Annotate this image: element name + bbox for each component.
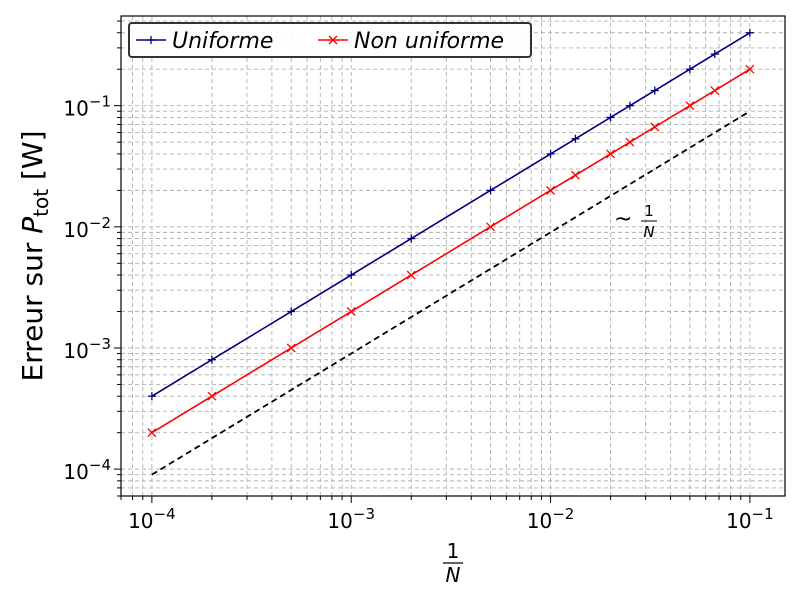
data-point-non-uniforme (685, 101, 695, 111)
legend-marker-uniforme (147, 36, 155, 44)
x-marker-b (286, 343, 296, 353)
x-axis-title: 1 N (443, 539, 463, 587)
y-tick-label: 10−2 (63, 214, 111, 242)
y-axis-title: Erreur sur Ptot [W] (16, 131, 53, 382)
data-point-non-uniforme (346, 307, 356, 316)
data-point-uniforme (207, 355, 216, 364)
legend-marker-non-uniforme (328, 35, 338, 45)
data-point-non-uniforme (286, 343, 296, 353)
data-point-non-uniforme (625, 137, 635, 147)
y-axis-title-subscript: tot (29, 189, 53, 217)
x-marker-b (745, 64, 755, 74)
data-point-non-uniforme (406, 270, 416, 280)
data-point-non-uniforme (570, 170, 580, 180)
x-tick-label: 10−3 (327, 505, 375, 533)
legend: Uniforme Non uniforme (128, 22, 532, 58)
x-axis-title-numerator: 1 (447, 539, 460, 563)
legend-marker (147, 36, 155, 44)
grid (120, 16, 785, 497)
legend-label-non-uniforme: Non uniforme (354, 29, 504, 54)
series-line-uniforme (151, 32, 751, 397)
data-point-non-uniforme (147, 428, 157, 438)
x-marker-b (207, 391, 217, 401)
annotation-numerator: 1 (644, 202, 654, 220)
data-point-uniforme (347, 271, 356, 280)
reference-line (151, 110, 751, 476)
annotation-denominator: N (643, 223, 654, 241)
data-point-uniforme (650, 86, 659, 95)
data-point-non-uniforme (546, 185, 556, 195)
data-point-uniforme (287, 307, 296, 316)
data-point-uniforme (546, 149, 555, 158)
x-axis-title-denominator: N (446, 563, 461, 587)
x-marker-b (147, 428, 157, 438)
y-tick-label: 10−3 (63, 335, 111, 363)
data-point-non-uniforme (486, 222, 496, 232)
data-point-uniforme (571, 134, 580, 143)
x-marker-b (710, 86, 720, 96)
data-point-uniforme (606, 113, 615, 122)
x-tick-label: 10−2 (527, 505, 575, 533)
data-point-uniforme (407, 234, 416, 243)
y-axis-title-unit: [W] (16, 131, 49, 189)
x-marker-b (625, 137, 635, 147)
data-point-uniforme (745, 28, 754, 37)
x-tick-label: 10−1 (726, 505, 774, 533)
data-point-uniforme (625, 101, 634, 110)
data-point-non-uniforme (606, 149, 616, 159)
y-axis-title-symbol: P (16, 217, 49, 234)
x-marker-b (570, 170, 580, 180)
annotation-tilde: ~ (614, 207, 632, 232)
data-point-uniforme (147, 392, 156, 401)
data-point-uniforme (685, 65, 694, 74)
y-axis-title-main: Erreur sur (16, 234, 49, 382)
y-tick-label: 10−1 (63, 93, 111, 121)
series-group (147, 28, 755, 476)
slope-annotation: ~ 1 N (614, 202, 657, 241)
x-marker-b (486, 222, 496, 232)
x-tick-label: 10−4 (128, 505, 176, 533)
plot-frame (120, 15, 786, 497)
data-point-non-uniforme (207, 391, 217, 401)
x-marker-b (406, 270, 416, 280)
legend-marker (328, 35, 338, 45)
x-marker-b (546, 185, 556, 195)
data-point-uniforme (486, 186, 495, 195)
x-marker-b (606, 149, 616, 159)
x-marker-b (328, 35, 338, 45)
data-point-non-uniforme (650, 122, 660, 132)
data-point-uniforme (710, 50, 719, 59)
x-marker-b (650, 122, 660, 132)
data-point-non-uniforme (710, 86, 720, 96)
x-marker-b (685, 101, 695, 111)
axes-ticks: 10−4 10−3 10−2 10−1 10−4 10−3 10−2 10−1 (63, 20, 774, 533)
y-tick-label: 10−4 (63, 456, 111, 484)
series-line-non-uniforme (151, 68, 751, 434)
data-point-non-uniforme (745, 64, 755, 74)
x-marker-b (346, 307, 356, 316)
legend-label-uniforme: Uniforme (172, 29, 273, 54)
